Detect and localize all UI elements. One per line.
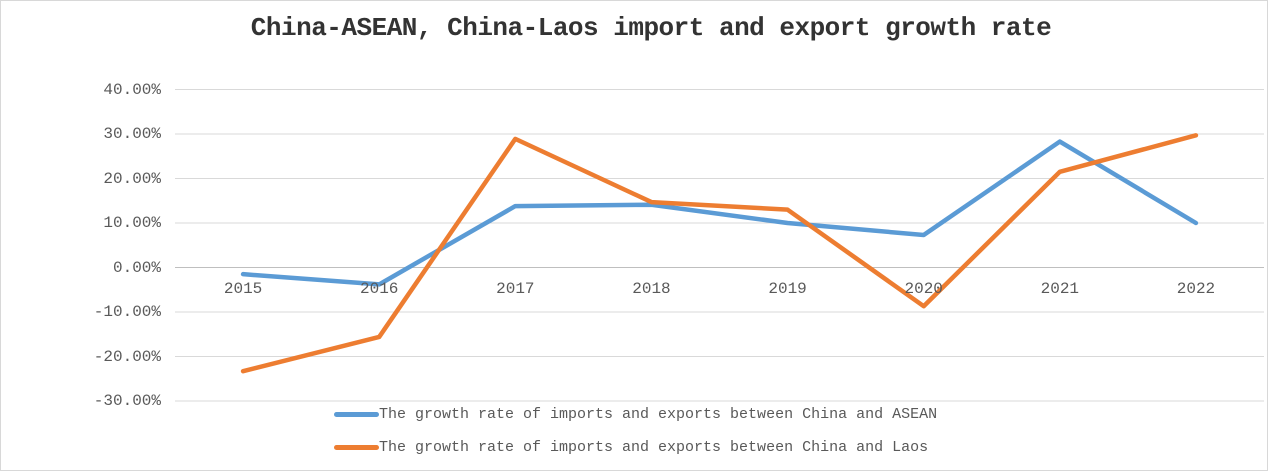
y-axis-tick-label: -10.00%	[93, 303, 161, 321]
legend-label-laos: The growth rate of imports and exports b…	[379, 438, 929, 456]
x-axis-tick-label: 2015	[223, 279, 263, 298]
y-axis-tick-label: -20.00%	[93, 347, 161, 366]
y-axis-tick-label: 10.00%	[103, 214, 161, 232]
chart-title: China-ASEAN, China-Laos import and expor…	[250, 13, 1052, 43]
x-axis-tick-label: 2020	[904, 279, 943, 298]
series-line-asean	[240, 139, 1199, 287]
y-axis-tick-label: 0.00%	[112, 258, 161, 277]
y-axis-tick-label: 30.00%	[103, 125, 161, 143]
legend-label-asean: The growth rate of imports and exports b…	[379, 405, 938, 423]
legend-swatch-asean-line-icon	[334, 411, 379, 417]
y-axis-tick-label: -30.00%	[93, 392, 161, 410]
x-axis-tick-label: 2017	[496, 279, 535, 298]
x-axis-tick-label: 2022	[1176, 279, 1216, 298]
y-axis-tick-label: 20.00%	[103, 169, 161, 188]
series-line-laos	[240, 133, 1199, 374]
legend-item-asean: The growth rate of imports and exports b…	[334, 404, 937, 424]
legend: The growth rate of imports and exports b…	[334, 404, 937, 470]
legend-swatch-laos-line-icon	[334, 444, 379, 450]
x-axis-tick-label: 2021	[1040, 279, 1080, 298]
x-axis-tick-label: 2018	[632, 279, 671, 298]
x-axis-tick-label: 2019	[768, 279, 807, 298]
legend-item-laos: The growth rate of imports and exports b…	[334, 437, 937, 457]
x-axis-tick-label: 2016	[359, 279, 399, 298]
y-axis-tick-label: 40.00%	[103, 80, 161, 99]
